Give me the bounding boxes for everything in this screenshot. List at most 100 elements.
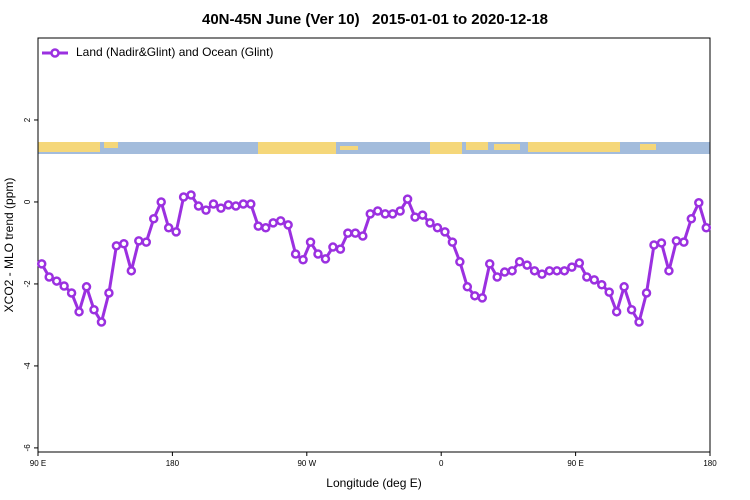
point [141,237,152,247]
point [626,305,637,315]
land-ocean-strip [38,142,710,154]
point [119,239,129,249]
y-axis-label: XCO2 - MLO trend (ppm) [2,178,16,313]
point [507,266,517,276]
point [425,218,435,228]
x-tick-label: 90 E [30,459,46,468]
legend-label: Land (Nadir&Glint) and Ocean (Glint) [76,45,273,59]
point [305,237,316,247]
point [574,258,585,268]
point [268,218,278,228]
point [656,238,667,248]
point [372,206,383,216]
point [156,197,166,207]
point [649,240,659,250]
point [238,199,249,209]
point [216,203,226,213]
point [171,227,181,237]
point [283,220,293,230]
point [231,201,241,211]
point [537,269,547,279]
point [387,209,398,219]
point [126,266,137,276]
point [432,223,443,233]
point [410,212,420,222]
point [701,223,712,233]
x-tick-label: 90 E [567,459,583,468]
point [679,237,689,247]
plot-frame [37,37,711,453]
point [51,276,62,286]
point [604,287,614,297]
x-tick-label: 180 [703,459,717,468]
legend-marker [50,48,60,58]
point [253,221,264,231]
point [582,272,592,282]
point [320,254,331,264]
point [552,266,562,276]
point [343,228,353,238]
point [462,282,473,292]
point [492,272,502,282]
point [634,317,644,327]
point [596,280,607,290]
point [470,291,480,301]
point [380,209,390,219]
point [223,200,234,210]
point [96,317,107,327]
point [641,288,652,298]
y-tick-label: -2 [23,280,32,288]
point [178,192,189,202]
point [44,272,54,282]
x-axis-label: Longitude (deg E) [326,476,421,490]
point [36,259,47,269]
point [186,190,196,200]
point [589,275,600,285]
point [275,216,286,226]
point [358,231,368,241]
point [246,199,256,209]
point [328,242,338,252]
point [686,214,697,224]
point [477,293,488,303]
point [611,307,622,317]
point [694,198,704,208]
x-tick-label: 0 [439,459,444,468]
point [59,281,69,291]
point [193,201,204,211]
point [260,223,271,233]
y-tick-label: 2 [23,117,32,122]
chart-title: 40N-45N June (Ver 10) 2015-01-01 to 2020… [202,11,548,28]
point [522,260,532,270]
point [208,199,219,209]
point [201,205,211,215]
point [134,236,144,246]
x-tick-label: 90 W [297,459,316,468]
point [350,228,361,238]
point [335,244,346,254]
point [298,255,308,265]
point [567,262,577,272]
point [111,241,122,251]
y-tick-label: -6 [23,444,32,452]
point [148,214,159,224]
y-tick-label: -4 [23,362,32,370]
point [559,266,570,276]
point [447,237,458,247]
point [313,249,323,259]
point [66,288,77,298]
point [365,209,376,219]
point [417,210,428,220]
point [440,227,450,237]
point [484,259,495,269]
point [664,266,674,276]
point [402,194,413,204]
point [104,288,114,298]
point [455,257,465,267]
point [89,305,99,315]
point [544,266,555,276]
point [619,282,629,292]
point [163,223,174,233]
x-tick-label: 180 [166,459,180,468]
point [499,267,510,277]
